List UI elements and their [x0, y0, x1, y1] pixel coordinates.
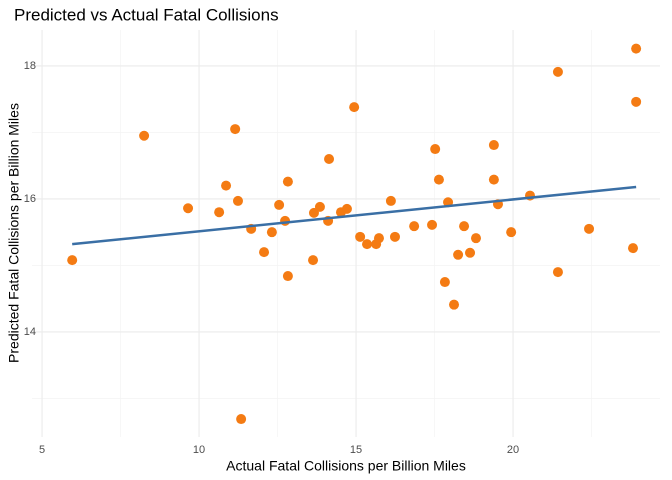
point — [349, 102, 360, 113]
y-axis-title: Predicted Fatal Collisions per Billion M… — [6, 103, 22, 363]
point — [324, 154, 335, 165]
point — [430, 144, 441, 155]
x-axis-title: Actual Fatal Collisions per Billion Mile… — [226, 458, 466, 474]
point — [433, 174, 444, 185]
point — [280, 215, 291, 226]
point — [214, 207, 225, 218]
point — [183, 203, 194, 214]
point — [409, 221, 420, 232]
point — [230, 124, 241, 135]
point — [139, 130, 150, 141]
point — [232, 195, 243, 206]
x-tick-label: 20 — [507, 444, 519, 456]
point — [488, 140, 499, 151]
x-tick-label: 15 — [350, 444, 362, 456]
point — [470, 233, 481, 244]
point — [449, 299, 460, 310]
point — [427, 219, 438, 230]
point — [453, 249, 464, 260]
point — [236, 414, 247, 425]
point — [506, 227, 517, 238]
x-tick-label: 5 — [39, 444, 45, 456]
x-tick-label: 10 — [193, 444, 205, 456]
chart-title: Predicted vs Actual Fatal Collisions — [14, 5, 279, 24]
point — [631, 96, 642, 107]
point — [459, 221, 470, 232]
point — [389, 231, 400, 242]
point — [362, 239, 373, 250]
point — [274, 199, 285, 210]
point — [552, 66, 563, 77]
point — [465, 247, 476, 258]
y-tick-label: 16 — [24, 193, 36, 205]
point — [308, 255, 319, 266]
point — [552, 267, 563, 278]
y-tick-label: 18 — [24, 60, 36, 72]
point — [266, 227, 277, 238]
point — [373, 233, 384, 244]
point — [67, 255, 78, 266]
point — [627, 243, 638, 254]
point — [355, 231, 366, 242]
point — [584, 223, 595, 234]
point — [385, 195, 396, 206]
point — [439, 277, 450, 288]
point — [314, 201, 325, 212]
point — [631, 43, 642, 54]
point — [221, 180, 232, 191]
point — [259, 247, 270, 258]
y-tick-label: 14 — [24, 326, 36, 338]
point — [282, 176, 293, 187]
point — [488, 174, 499, 185]
point — [341, 203, 352, 214]
point — [282, 271, 293, 282]
fit-line — [72, 185, 637, 246]
